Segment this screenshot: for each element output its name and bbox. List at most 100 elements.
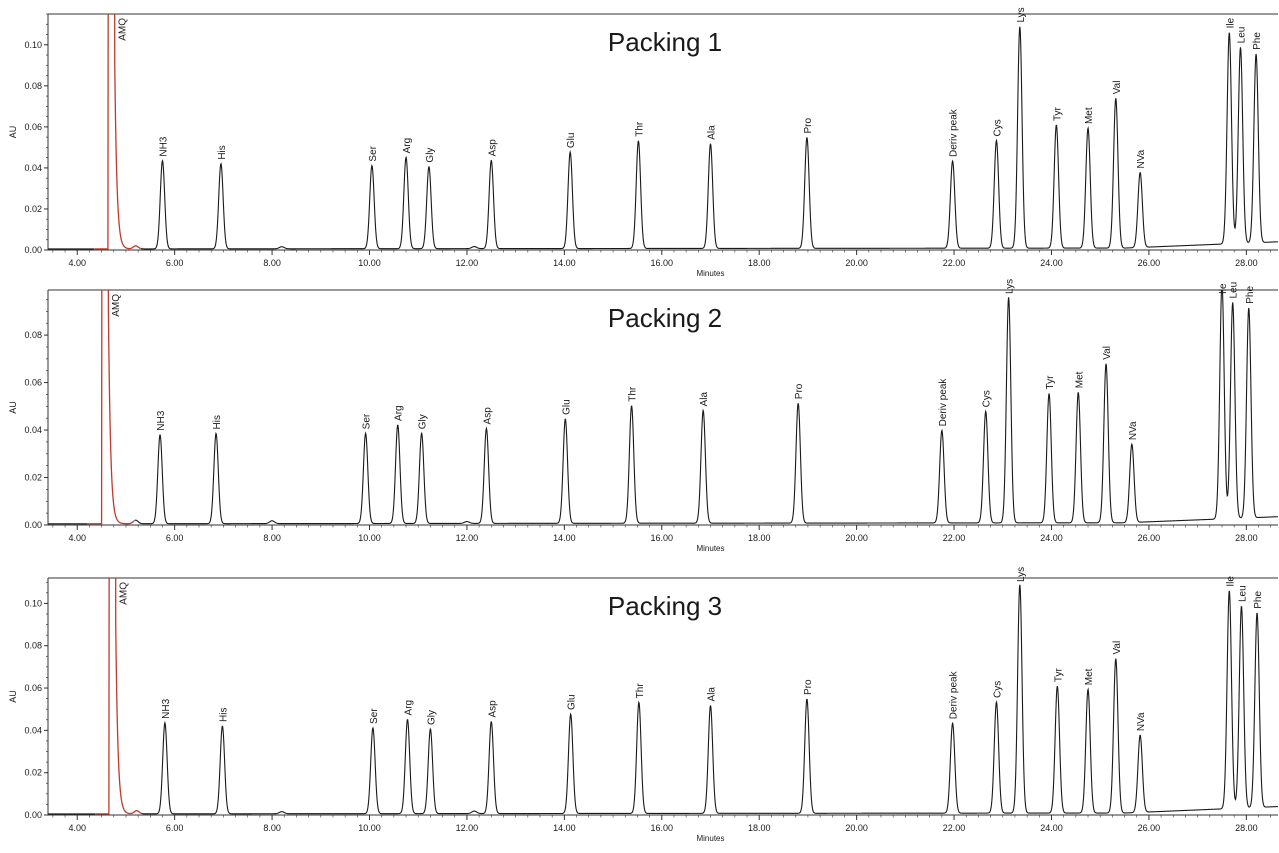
peak-label-thr: Thr: [628, 386, 639, 402]
peak-label-met: Met: [1084, 107, 1095, 124]
x-tick-label: 28.00: [1235, 823, 1258, 833]
peak-label-tyr: Tyr: [1053, 668, 1064, 683]
peak-label-cys: Cys: [992, 681, 1003, 698]
x-tick-label: 24.00: [1040, 823, 1063, 833]
peak-label-tyr: Tyr: [1045, 375, 1056, 390]
peak-label-his: His: [212, 415, 223, 429]
y-tick-label: 0.00: [24, 245, 42, 255]
y-axis-label: AU: [8, 690, 18, 703]
x-tick-label: 14.00: [553, 258, 576, 268]
x-axis-label: Minutes: [696, 544, 724, 553]
peak-label-his: His: [218, 708, 229, 722]
y-tick-label: 0.02: [24, 204, 42, 214]
y-tick-label: 0.06: [24, 122, 42, 132]
peak-label-val: Val: [1112, 81, 1123, 95]
y-axis-label: AU: [8, 126, 18, 139]
x-tick-label: 26.00: [1138, 823, 1161, 833]
peak-label-val: Val: [1102, 346, 1113, 360]
y-tick-label: 0.00: [24, 810, 42, 820]
peak-label-phe: Phe: [1253, 591, 1264, 609]
x-tick-label: 16.00: [651, 258, 674, 268]
y-tick-label: 0.08: [24, 641, 42, 651]
peak-label-nh3: NH3: [156, 410, 167, 430]
peak-label-his: His: [217, 145, 228, 159]
y-tick-label: 0.04: [24, 163, 42, 173]
peak-label-gly: Gly: [425, 148, 436, 163]
y-tick-label: 0.02: [24, 768, 42, 778]
x-tick-label: 12.00: [456, 823, 479, 833]
x-tick-label: 28.00: [1235, 258, 1258, 268]
x-tick-label: 20.00: [845, 258, 868, 268]
peak-label-glu: Glu: [561, 399, 572, 415]
peak-label-nh3: NH3: [161, 698, 172, 718]
peak-label-amq: AMQ: [111, 294, 122, 317]
peak-label-nh3: NH3: [158, 136, 169, 156]
x-tick-label: 20.00: [845, 823, 868, 833]
peak-label-ala: Ala: [706, 687, 717, 702]
x-tick-label: 28.00: [1235, 533, 1258, 543]
chart-title: Packing 1: [608, 27, 722, 57]
peak-label-lys: Lys: [1016, 567, 1027, 582]
x-tick-label: 26.00: [1138, 533, 1161, 543]
y-tick-label: 0.04: [24, 725, 42, 735]
peak-label-glu: Glu: [566, 133, 577, 149]
peak-label-tyr: Tyr: [1052, 106, 1063, 121]
peak-label-arg: Arg: [402, 138, 413, 154]
chromatogram-trace: [48, 26, 1278, 250]
peak-label-ile: Ile: [1218, 283, 1229, 294]
peak-label-asp: Asp: [487, 700, 498, 718]
peak-label-arg: Arg: [404, 700, 415, 716]
x-tick-label: 4.00: [68, 258, 86, 268]
x-tick-label: 14.00: [553, 533, 576, 543]
peak-label-nva: NVa: [1136, 712, 1147, 731]
peak-label-pro: Pro: [803, 679, 814, 695]
peak-label-phe: Phe: [1245, 286, 1256, 304]
peak-label-asp: Asp: [487, 139, 498, 157]
y-tick-label: 0.00: [24, 520, 42, 530]
x-tick-label: 10.00: [358, 823, 381, 833]
solvent-peak-trace: [87, 290, 135, 525]
y-tick-label: 0.10: [24, 598, 42, 608]
peak-label-lys: Lys: [1005, 279, 1016, 294]
x-tick-label: 4.00: [68, 533, 86, 543]
x-tick-label: 22.00: [943, 823, 966, 833]
peak-label-pro: Pro: [803, 118, 814, 134]
peak-label-deriv-peak: Deriv peak: [949, 108, 960, 157]
peak-label-lys: Lys: [1016, 7, 1027, 22]
peak-label-ser: Ser: [368, 145, 379, 161]
x-tick-label: 14.00: [553, 823, 576, 833]
peak-label-ala: Ala: [706, 125, 717, 140]
x-tick-label: 12.00: [456, 533, 479, 543]
peak-label-val: Val: [1112, 641, 1123, 655]
x-tick-label: 24.00: [1040, 533, 1063, 543]
x-axis-label: Minutes: [696, 834, 724, 843]
x-tick-label: 8.00: [263, 823, 281, 833]
peak-label-cys: Cys: [982, 390, 993, 407]
x-tick-label: 8.00: [263, 258, 281, 268]
x-tick-label: 10.00: [358, 533, 381, 543]
x-tick-label: 8.00: [263, 533, 281, 543]
x-tick-label: 26.00: [1138, 258, 1161, 268]
peak-label-deriv-peak: Deriv peak: [949, 670, 960, 719]
x-tick-label: 10.00: [358, 258, 381, 268]
peak-label-asp: Asp: [482, 407, 493, 425]
peak-label-cys: Cys: [992, 119, 1003, 136]
x-tick-label: 4.00: [68, 823, 86, 833]
x-tick-label: 6.00: [166, 258, 184, 268]
peak-label-thr: Thr: [635, 683, 646, 699]
x-tick-label: 24.00: [1040, 258, 1063, 268]
peak-label-thr: Thr: [634, 121, 645, 137]
y-axis-label: AU: [8, 401, 18, 414]
peak-label-ile: Ile: [1225, 17, 1236, 28]
x-tick-label: 20.00: [845, 533, 868, 543]
peak-label-leu: Leu: [1237, 585, 1248, 602]
chromatogram-trace: [48, 584, 1278, 815]
peak-label-ser: Ser: [369, 708, 380, 724]
x-tick-label: 6.00: [166, 823, 184, 833]
chart-panel-2: 0.00 0.02 0.04 0.06 0.08 4.00 6.00 8.00 10.00 12.…: [8, 279, 1278, 553]
x-tick-label: 18.00: [748, 823, 771, 833]
y-tick-label: 0.08: [24, 330, 42, 340]
peak-label-deriv-peak: Deriv peak: [938, 378, 949, 427]
solvent-peak-trace: [94, 14, 141, 250]
